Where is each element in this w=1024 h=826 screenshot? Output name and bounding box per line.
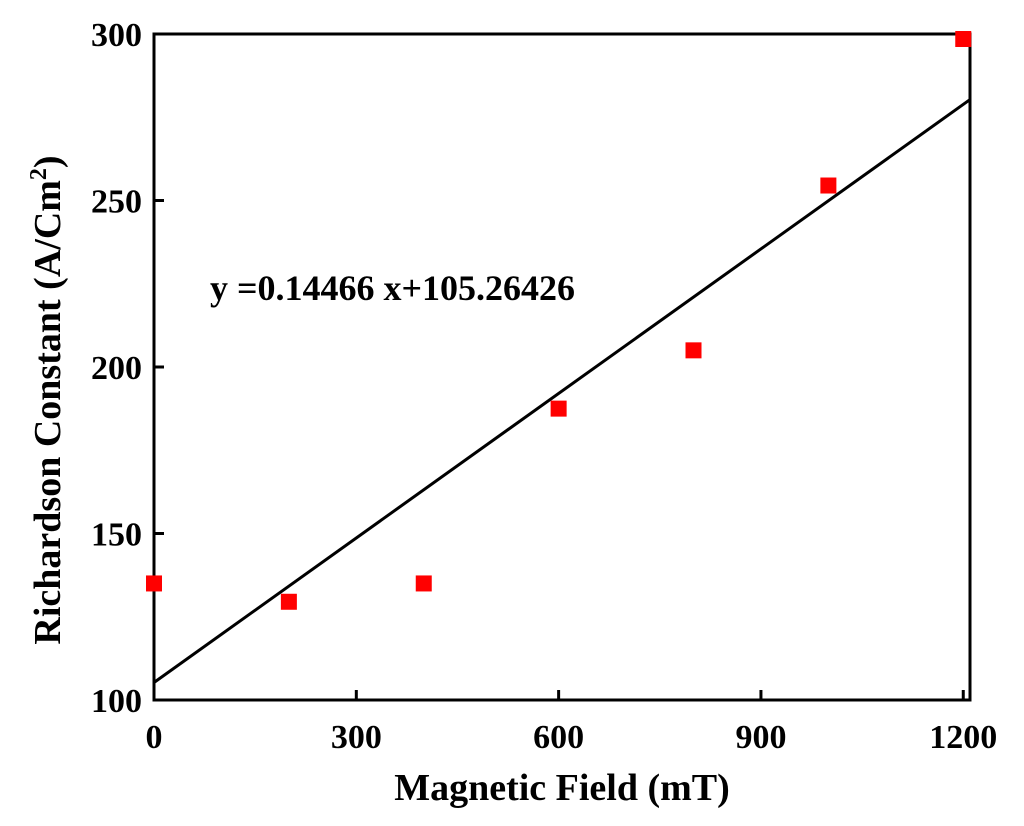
y-tick-label: 200 [91,350,142,387]
y-axis-title-superscript: 2 [26,168,52,180]
y-tick-label: 250 [91,184,142,221]
axis-ticks: 0 300 600 900 1200 100 150 200 250 300 [91,17,997,756]
fit-equation-annotation: y =0.14466 x+105.26426 [210,268,575,308]
data-point [146,575,162,592]
x-tick-label: 0 [146,719,163,756]
data-point [280,593,297,610]
y-tick-label: 100 [91,683,142,720]
data-point [820,177,837,194]
x-tick-label: 900 [735,719,786,756]
plot-border [152,32,972,702]
y-axis-title-main: Richardson Constant (A/Cm [27,180,69,644]
y-axis-title-close: ) [27,155,69,168]
data-point [550,400,567,417]
linear-fit-line [153,98,971,684]
y-axis-title: Richardson Constant (A/Cm2) [26,155,69,644]
data-points [146,30,972,610]
plot-area [152,32,972,702]
x-tick-label: 1200 [929,719,997,756]
data-point [955,30,972,47]
x-tick-label: 600 [533,719,584,756]
data-point [685,342,702,359]
x-tick-label: 300 [331,719,382,756]
data-point [415,575,432,592]
y-tick-label: 300 [91,17,142,54]
x-axis-title: Magnetic Field (mT) [394,767,730,809]
y-tick-label: 150 [91,517,142,554]
fit-line-layer [153,98,971,684]
